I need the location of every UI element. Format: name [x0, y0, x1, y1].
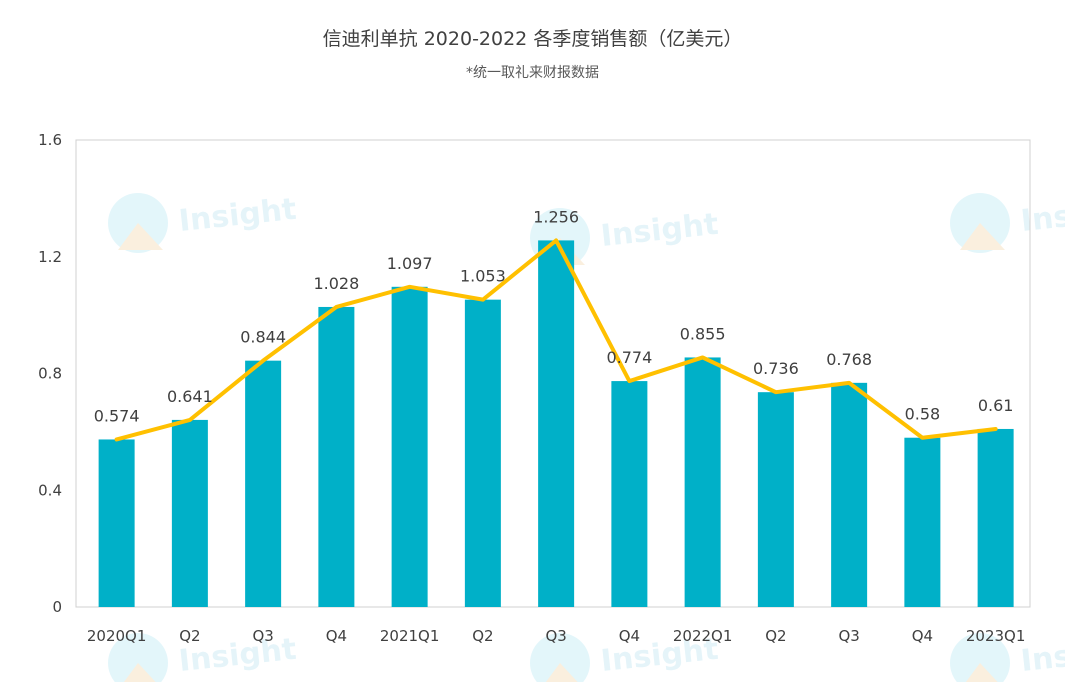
watermark-logo: Insight	[950, 192, 1065, 253]
x-axis-tick-labels: 2020Q1 Q2 Q3 Q4 2021Q1 Q2 Q3 Q4 2022Q1 Q2 Q3 Q4 2023…	[87, 627, 1026, 645]
data-label: 1.028	[313, 274, 359, 293]
watermark-circle-icon	[108, 633, 168, 682]
data-label: 1.097	[387, 254, 433, 273]
data-label: 0.736	[753, 359, 799, 378]
watermark-circle-icon	[950, 633, 1010, 682]
chart-subtitle: *统一取礼来财报数据	[466, 65, 599, 81]
x-tick-label: 2020Q1	[87, 627, 147, 645]
data-label-layer: 0.574 0.641 0.844 1.028 1.097 1.053 1.256 0.774…	[94, 207, 1014, 425]
x-tick-label: Q2	[765, 627, 786, 645]
bar	[831, 382, 868, 607]
x-tick-label: Q4	[912, 627, 933, 645]
watermark-logo: Insight	[108, 192, 298, 253]
bar	[318, 306, 355, 607]
bar	[977, 428, 1014, 607]
watermark-text: Insight	[1019, 632, 1065, 679]
x-tick-label: Q2	[179, 627, 200, 645]
x-tick-label: Q4	[326, 627, 347, 645]
bar	[538, 240, 575, 607]
bar	[98, 439, 135, 607]
bar	[464, 299, 501, 607]
data-label: 0.774	[606, 348, 652, 367]
data-label: 0.641	[167, 387, 213, 406]
bar	[757, 392, 794, 607]
y-tick-label: 1.6	[38, 131, 62, 149]
watermark-triangle-icon	[118, 223, 163, 250]
bar	[245, 360, 282, 607]
watermark-text: Insight	[1019, 192, 1065, 239]
data-label: 0.61	[978, 396, 1014, 415]
y-tick-label: 0.8	[38, 365, 62, 383]
bar-series	[98, 240, 1014, 607]
watermark-text: Insight	[177, 192, 298, 239]
bar	[684, 357, 721, 607]
watermark-text: Insight	[599, 207, 720, 254]
x-tick-label: Q2	[472, 627, 493, 645]
bar	[391, 286, 428, 607]
trend-line	[114, 238, 998, 442]
x-tick-label: 2022Q1	[673, 627, 733, 645]
bar	[171, 419, 208, 607]
bar	[611, 381, 648, 607]
data-label: 0.855	[680, 324, 726, 343]
y-tick-label: 0.4	[38, 481, 62, 499]
data-label: 1.256	[533, 207, 579, 226]
x-tick-label: Q3	[838, 627, 859, 645]
x-tick-label: Q3	[545, 627, 566, 645]
y-tick-label: 1.2	[38, 248, 62, 266]
data-label: 0.768	[826, 350, 872, 369]
watermark-triangle-icon	[960, 223, 1005, 250]
data-label: 1.053	[460, 267, 506, 286]
y-tick-label: 0	[52, 598, 62, 616]
data-label: 0.844	[240, 328, 286, 347]
y-axis-tick-labels: 0 0.4 0.8 1.2 1.6	[38, 131, 62, 616]
chart-title: 信迪利单抗 2020-2022 各季度销售额（亿美元）	[322, 28, 743, 50]
watermark-circle-icon	[530, 633, 590, 682]
x-tick-label: 2023Q1	[966, 627, 1026, 645]
watermark-triangle-icon	[545, 663, 578, 682]
watermark-logo: Insight	[950, 632, 1065, 682]
watermark-triangle-icon	[123, 663, 156, 682]
x-tick-label: Q3	[252, 627, 273, 645]
data-label: 0.574	[94, 406, 140, 425]
x-tick-label: 2021Q1	[380, 627, 440, 645]
watermark-triangle-icon	[965, 663, 998, 682]
x-tick-label: Q4	[619, 627, 640, 645]
bar	[904, 437, 941, 607]
data-label: 0.58	[905, 405, 941, 424]
